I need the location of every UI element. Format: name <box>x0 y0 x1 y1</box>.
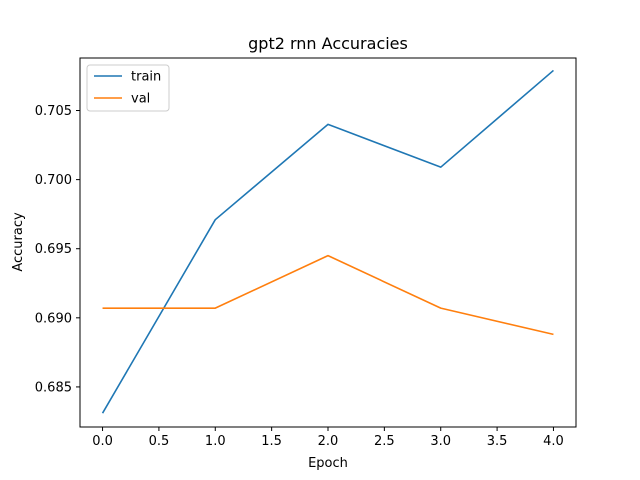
x-axis-label: Epoch <box>308 456 348 471</box>
x-tick-label: 0.0 <box>92 434 113 449</box>
legend: train val <box>86 64 170 112</box>
legend-entries: train val <box>94 70 161 107</box>
x-tick-label: 1.0 <box>205 434 226 449</box>
series-lines <box>101 69 554 414</box>
x-tick-label: 1.5 <box>261 434 282 449</box>
series-line-train <box>101 69 554 414</box>
legend-label-train: train <box>131 70 161 85</box>
x-axis-ticks: 0.0 0.5 1.0 1.5 2.0 2.5 3.0 3.5 4.0 <box>92 427 564 449</box>
series-line-val <box>102 254 554 336</box>
y-tick-label: 0.690 <box>35 311 72 326</box>
y-axis-label: Accuracy <box>11 212 26 272</box>
y-tick-label: 0.695 <box>35 242 72 257</box>
x-tick-label: 2.5 <box>374 434 395 449</box>
y-tick-label: 0.700 <box>35 173 72 188</box>
chart-title: gpt2 rnn Accuracies <box>248 34 408 53</box>
x-tick-label: 3.0 <box>430 434 451 449</box>
x-tick-label: 3.5 <box>487 434 508 449</box>
legend-label-val: val <box>131 92 150 107</box>
y-tick-label: 0.705 <box>35 104 72 119</box>
x-tick-label: 0.5 <box>149 434 170 449</box>
plot-area: 0.0 0.5 1.0 1.5 2.0 2.5 3.0 3.5 4.0 0.6850.6900.… <box>35 57 577 449</box>
y-tick-label: 0.685 <box>35 380 72 395</box>
x-tick-label: 2.0 <box>318 434 339 449</box>
y-axis-ticks: 0.685 0.690 0.695 0.700 0.705 <box>35 104 80 395</box>
x-tick-label: 4.0 <box>543 434 564 449</box>
